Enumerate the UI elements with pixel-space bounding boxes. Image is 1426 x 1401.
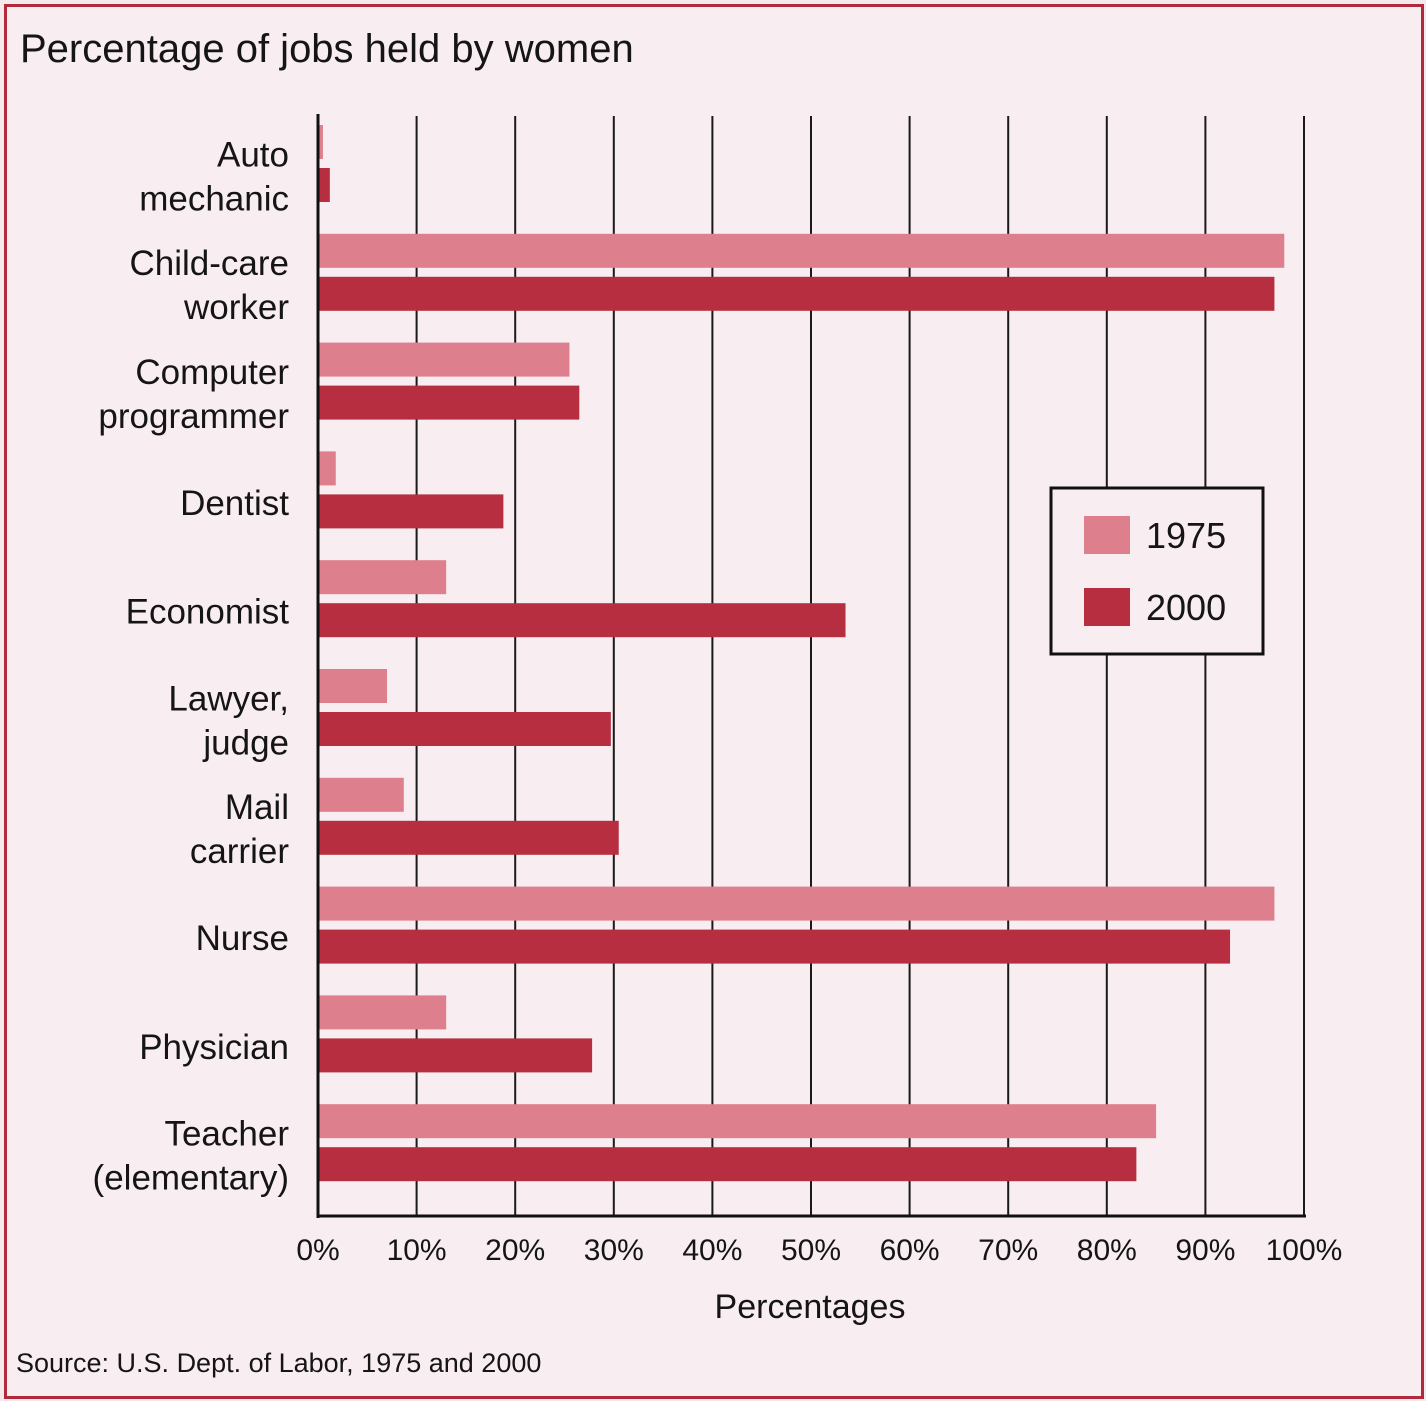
bar-1975-8 — [318, 995, 447, 1030]
x-tick-label: 30% — [584, 1234, 644, 1267]
category-label: Dentist — [180, 484, 289, 523]
bar-2000-8 — [318, 1038, 593, 1073]
category-label: Auto — [217, 135, 289, 174]
bar-1975-5 — [318, 669, 388, 703]
category-label: Teacher — [164, 1115, 289, 1154]
bar-2000-1 — [318, 276, 1275, 311]
x-tick-labels: 0% 10% 20% 30% 40% 50% 60% 70% 80% 90% 100% — [296, 1234, 1342, 1267]
bar-1975-6 — [318, 777, 404, 812]
x-tick-label: 90% — [1175, 1234, 1235, 1267]
category-label: Physician — [139, 1028, 289, 1067]
bar-1975-1 — [318, 233, 1285, 268]
category-label: Nurse — [196, 919, 289, 958]
bar-1975-0 — [318, 125, 323, 159]
bar-2000-0 — [318, 168, 330, 202]
legend-swatch-1975 — [1084, 516, 1130, 554]
x-axis-label: Percentages — [715, 1288, 906, 1326]
bar-2000-7 — [318, 929, 1231, 964]
chart-title: Percentage of jobs held by women — [20, 27, 634, 71]
category-label: Economist — [126, 593, 290, 632]
bar-1975-2 — [318, 342, 570, 377]
category-label: worker — [183, 288, 289, 327]
category-label: judge — [202, 723, 289, 762]
category-label: Child-care — [130, 244, 290, 283]
bar-1975-7 — [318, 886, 1275, 921]
category-label: Lawyer, — [168, 679, 289, 718]
category-label: carrier — [190, 832, 290, 871]
bar-1975-3 — [318, 451, 336, 486]
x-tick-label: 20% — [485, 1234, 545, 1267]
legend-box — [1049, 486, 1265, 656]
bar-2000-9 — [318, 1147, 1137, 1182]
x-tick-label: 0% — [296, 1234, 339, 1267]
bar-1975-9 — [318, 1104, 1157, 1139]
category-label: (elementary) — [93, 1159, 289, 1198]
bar-2000-3 — [318, 494, 504, 529]
legend-swatch-2000 — [1084, 588, 1130, 626]
legend: 1975 2000 — [1049, 486, 1265, 656]
x-tick-label: 70% — [978, 1234, 1038, 1267]
x-tick-label: 50% — [781, 1234, 841, 1267]
x-tick-label: 40% — [682, 1234, 742, 1267]
x-tick-label: 60% — [880, 1234, 940, 1267]
category-label: Mail — [225, 788, 289, 827]
category-label: programmer — [98, 397, 289, 436]
x-tick-label: 80% — [1077, 1234, 1137, 1267]
x-tick-label: 100% — [1266, 1234, 1343, 1267]
bar-2000-5 — [318, 712, 611, 746]
bars — [318, 125, 1285, 1182]
legend-label-2000: 2000 — [1146, 587, 1226, 628]
category-labels: Auto mechanic Child-care worker Computer prog… — [93, 135, 290, 1197]
x-tick-label: 10% — [387, 1234, 447, 1267]
bar-1975-4 — [318, 560, 447, 595]
legend-label-1975: 1975 — [1146, 515, 1226, 556]
bar-2000-4 — [318, 603, 846, 638]
category-label: mechanic — [139, 179, 289, 218]
axes — [316, 114, 1306, 1218]
bar-2000-2 — [318, 385, 580, 420]
category-label: Computer — [135, 353, 289, 392]
bar-2000-6 — [318, 820, 619, 855]
source-note: Source: U.S. Dept. of Labor, 1975 and 20… — [16, 1348, 541, 1378]
